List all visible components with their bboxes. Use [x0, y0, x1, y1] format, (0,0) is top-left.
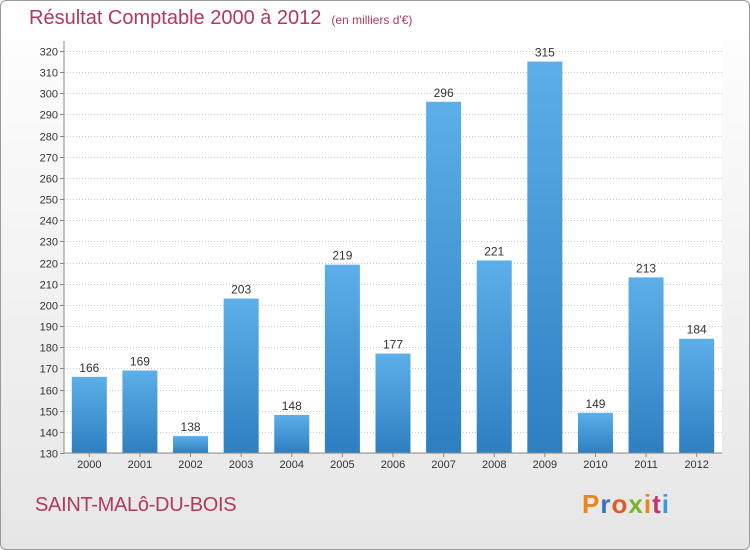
bar-2004: [274, 414, 310, 453]
chart-title: Résultat Comptable 2000 à 2012 (en millie…: [29, 7, 412, 30]
data-label-2011: 213: [636, 261, 656, 275]
bar-2001: [122, 370, 158, 453]
bar-2007: [426, 101, 462, 454]
data-label-2001: 169: [130, 354, 150, 368]
y-tick-label: 150: [40, 407, 58, 419]
y-tick-label: 230: [40, 237, 58, 249]
data-label-2008: 221: [484, 244, 504, 258]
logo-letter: i: [661, 489, 670, 519]
y-tick-label: 180: [40, 343, 58, 355]
y-tick-label: 190: [40, 322, 58, 334]
x-tick-label-2007: 2007: [431, 459, 455, 471]
y-axis-ticks: 130 140 150 160 170 180 190 200 210 220 230 240 250 2…: [40, 47, 64, 461]
logo-letter: i: [643, 489, 653, 519]
bar-2002: [173, 436, 209, 453]
x-tick-label-2002: 2002: [178, 459, 202, 471]
data-label-2000: 166: [79, 361, 99, 375]
bar-2000: [71, 376, 107, 453]
chart-subtitle: (en milliers d'€): [331, 13, 413, 27]
x-axis-ticks: 2000 2001 2002 2003 2004 2005 2006 2007 2008 2009…: [77, 453, 709, 471]
data-label-2010: 149: [585, 397, 605, 411]
data-label-2012: 184: [687, 323, 707, 337]
bar-2010: [577, 412, 613, 453]
y-tick-label: 270: [40, 153, 58, 165]
data-label-2002: 138: [181, 420, 201, 434]
x-tick-label-2012: 2012: [684, 459, 708, 471]
data-labels: 166 169 138 203 148 219 177 296 221 315 149 213 184: [79, 46, 707, 434]
proxiti-logo: Proxiti: [582, 489, 670, 520]
commune-name: SAINT-MALô-DU-BOIS: [35, 494, 237, 516]
x-tick-label-2004: 2004: [280, 459, 304, 471]
y-tick-label: 260: [40, 174, 58, 186]
x-tick-label-2011: 2011: [634, 459, 658, 471]
bar-2009: [527, 61, 563, 453]
data-label-2005: 219: [332, 249, 352, 263]
x-tick-label-2006: 2006: [381, 459, 405, 471]
bar-2012: [679, 338, 715, 453]
y-tick-label: 290: [40, 110, 58, 122]
y-tick-label: 140: [40, 428, 58, 440]
data-label-2004: 148: [282, 399, 302, 413]
logo-letter: t: [652, 489, 662, 519]
y-tick-label: 200: [40, 301, 58, 313]
data-label-2009: 315: [535, 46, 555, 60]
y-tick-label: 320: [40, 47, 58, 59]
bar-2006: [375, 353, 411, 453]
x-tick-label-2001: 2001: [128, 459, 152, 471]
y-tick-label: 160: [40, 386, 58, 398]
y-tick-label: 130: [40, 449, 58, 461]
y-tick-label: 280: [40, 132, 58, 144]
chart-title-text: Résultat Comptable 2000 à 2012: [29, 7, 322, 29]
logo-letter: o: [611, 489, 629, 519]
data-label-2006: 177: [383, 338, 403, 352]
bar-2003: [223, 298, 259, 453]
data-label-2007: 296: [434, 86, 454, 100]
x-tick-label-2010: 2010: [583, 459, 607, 471]
x-tick-label-2005: 2005: [330, 459, 354, 471]
y-tick-label: 220: [40, 259, 58, 271]
data-label-2003: 203: [231, 283, 251, 297]
y-tick-label: 170: [40, 364, 58, 376]
bars: [71, 61, 715, 454]
x-tick-label-2008: 2008: [482, 459, 506, 471]
y-tick-label: 300: [40, 89, 58, 101]
logo-letter: P: [582, 489, 601, 519]
y-tick-label: 240: [40, 216, 58, 228]
logo-letter: r: [600, 489, 612, 519]
x-tick-label-2000: 2000: [77, 459, 101, 471]
logo-letter: x: [628, 489, 644, 519]
x-tick-label-2003: 2003: [229, 459, 253, 471]
bar-2005: [324, 264, 360, 453]
bar-2011: [628, 277, 664, 453]
y-tick-label: 250: [40, 195, 58, 207]
y-tick-label: 210: [40, 280, 58, 292]
x-tick-label-2009: 2009: [533, 459, 557, 471]
y-tick-label: 310: [40, 68, 58, 80]
bar-2008: [476, 260, 512, 453]
